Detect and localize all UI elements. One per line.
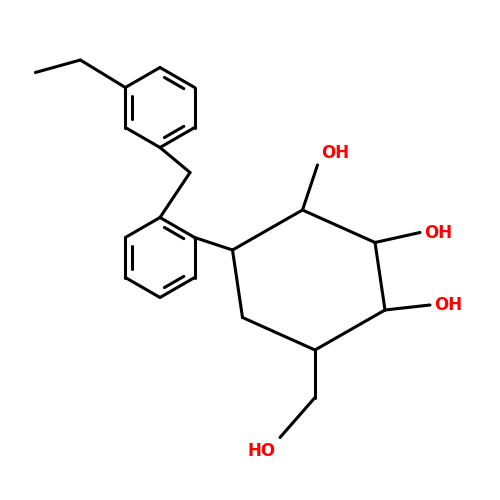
Text: HO: HO <box>248 442 276 460</box>
Text: OH: OH <box>424 224 452 242</box>
Text: OH: OH <box>434 296 462 314</box>
Text: OH: OH <box>322 144 349 162</box>
